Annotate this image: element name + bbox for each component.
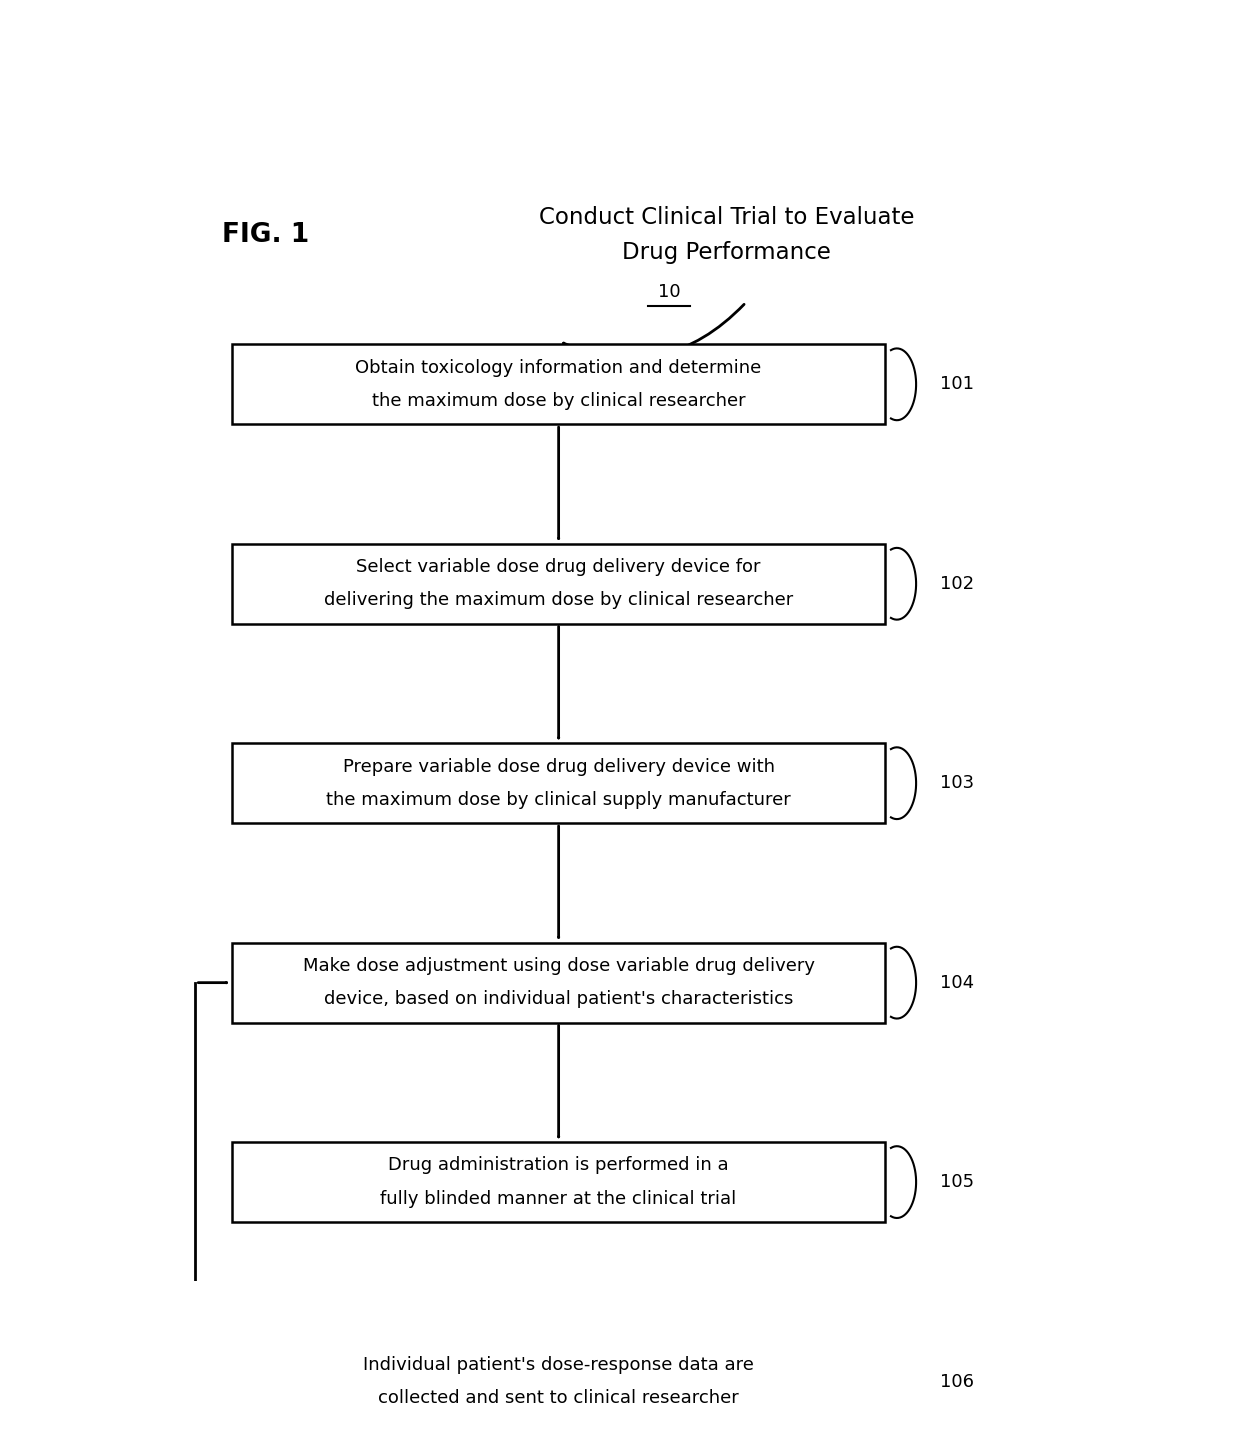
Text: the maximum dose by clinical researcher: the maximum dose by clinical researcher	[372, 391, 745, 410]
Bar	[232, 344, 885, 425]
Text: Prepare variable dose drug delivery device with: Prepare variable dose drug delivery devi…	[342, 757, 775, 776]
Bar	[232, 1143, 885, 1222]
Text: 101: 101	[940, 376, 975, 393]
Text: fully blinded manner at the clinical trial: fully blinded manner at the clinical tri…	[381, 1190, 737, 1207]
Text: Conduct Clinical Trial to Evaluate: Conduct Clinical Trial to Evaluate	[539, 206, 915, 229]
FancyArrowPatch shape	[563, 304, 744, 358]
Text: Drug Performance: Drug Performance	[622, 240, 831, 263]
Text: the maximum dose by clinical supply manufacturer: the maximum dose by clinical supply manu…	[326, 791, 791, 809]
Text: 105: 105	[940, 1173, 975, 1191]
Text: 103: 103	[940, 774, 975, 793]
Text: Individual patient's dose-response data are: Individual patient's dose-response data …	[363, 1356, 754, 1374]
Text: Obtain toxicology information and determine: Obtain toxicology information and determ…	[356, 358, 761, 377]
Text: Select variable dose drug delivery device for: Select variable dose drug delivery devic…	[356, 558, 761, 576]
Text: Drug administration is performed in a: Drug administration is performed in a	[388, 1157, 729, 1174]
Text: 10: 10	[658, 283, 681, 301]
Text: FIG. 1: FIG. 1	[222, 222, 309, 248]
Text: delivering the maximum dose by clinical researcher: delivering the maximum dose by clinical …	[324, 591, 794, 609]
Bar	[232, 544, 885, 623]
Text: Make dose adjustment using dose variable drug delivery: Make dose adjustment using dose variable…	[303, 957, 815, 976]
Text: device, based on individual patient's characteristics: device, based on individual patient's ch…	[324, 990, 794, 1009]
Bar	[232, 744, 885, 823]
Bar	[232, 943, 885, 1023]
Text: 106: 106	[940, 1373, 975, 1390]
Text: 102: 102	[940, 574, 975, 593]
Bar	[232, 1341, 885, 1422]
Text: 104: 104	[940, 974, 975, 991]
Text: collected and sent to clinical researcher: collected and sent to clinical researche…	[378, 1389, 739, 1407]
